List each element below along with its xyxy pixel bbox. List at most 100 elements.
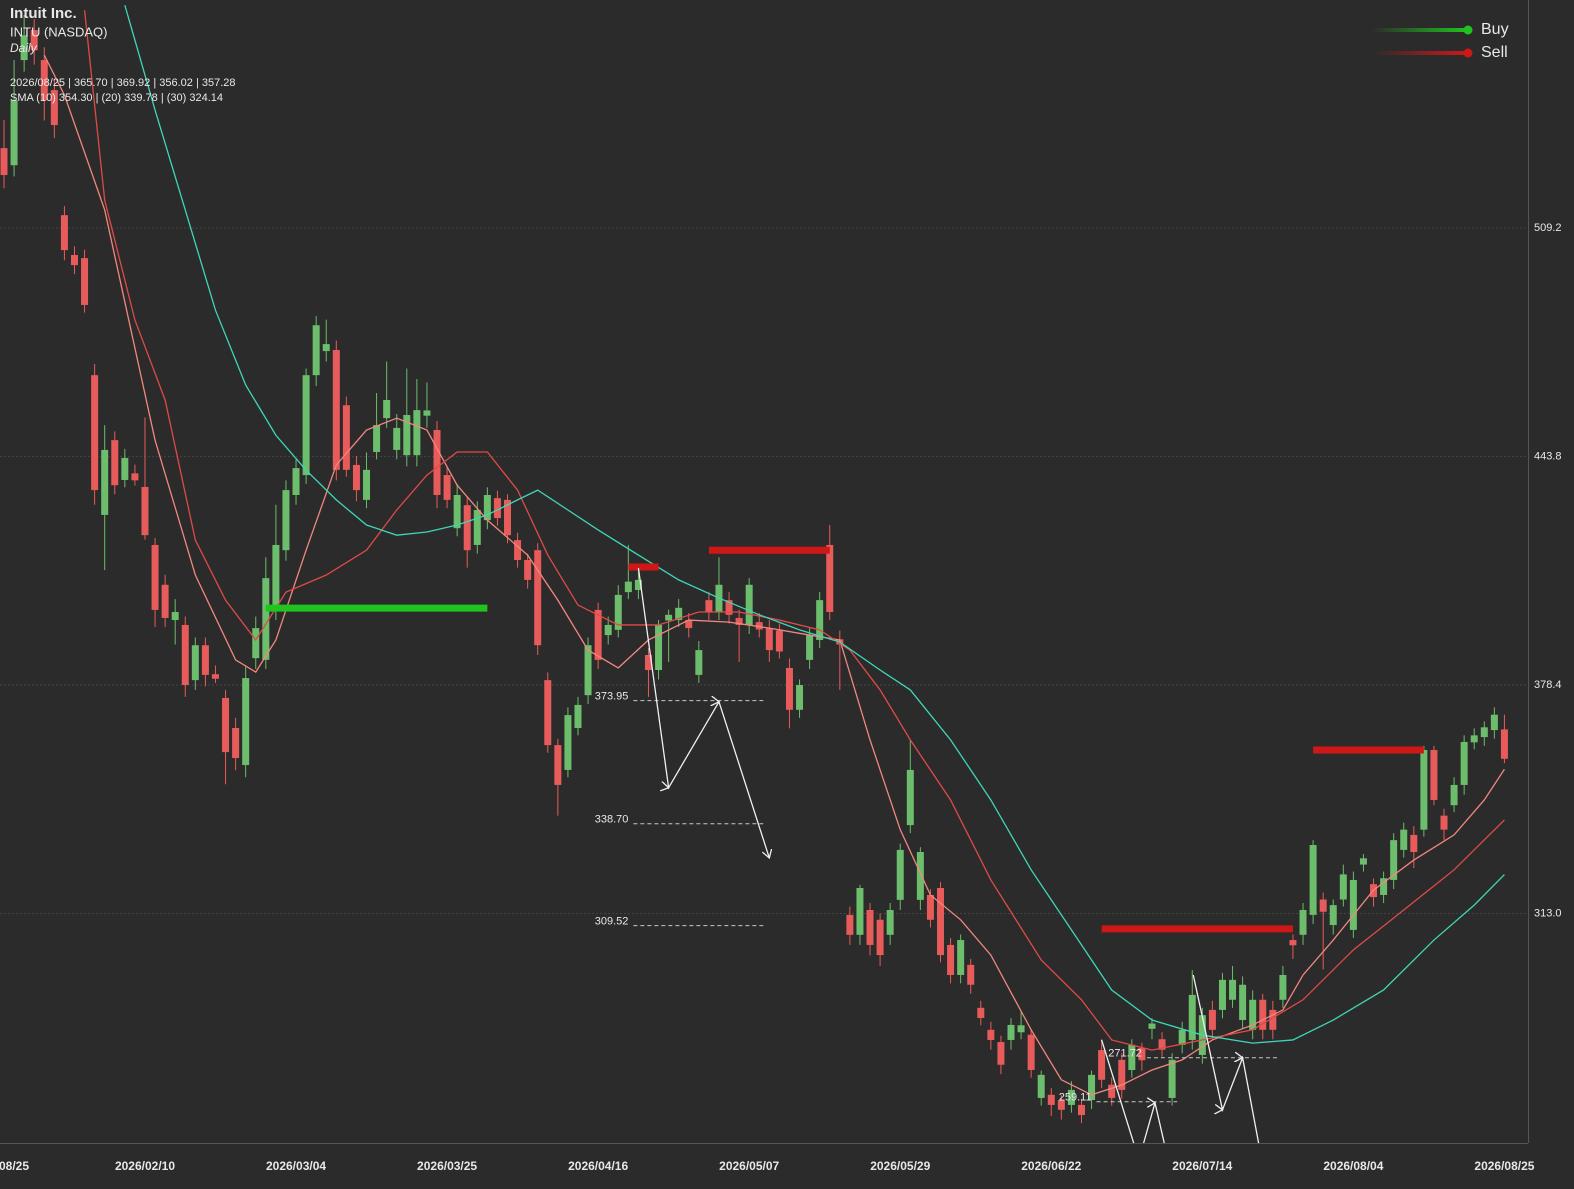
projection-arrow [637,567,769,858]
candle-body [1500,729,1508,759]
candle-body [896,849,904,900]
candle-body [161,584,169,618]
candle-body [624,581,632,593]
legend-line [1372,51,1468,55]
candle-body [121,457,129,480]
candle-body [1299,909,1307,935]
grid [0,227,1528,914]
candle-body [1168,1059,1176,1098]
candle-body [1239,984,1247,1021]
level-label: 373.95 [595,690,629,702]
y-tick-label: 509.2 [1534,222,1562,234]
candle-body [222,697,230,753]
candle-body [1077,1104,1085,1116]
candle-body [725,600,733,615]
candle-body [634,579,642,591]
candle-body [1208,1009,1216,1030]
sma-line [83,10,1505,1051]
x-tick-label: 2026/03/25 [417,1159,477,1173]
candle-body [81,258,89,305]
candle-body [111,440,119,486]
candle-body [806,635,814,660]
y-tick-label: 313.0 [1534,907,1562,919]
candle-body [554,745,562,785]
candle-body [1339,874,1347,900]
candle-body [433,430,441,495]
candle-body [1349,879,1357,930]
candle-body [302,375,310,476]
candle-body [765,628,773,651]
candle-body [866,909,874,945]
candle-body [423,410,431,416]
candle-body [252,628,260,659]
candle-body [272,544,280,610]
candle-body [0,148,8,176]
candle-body [30,30,38,51]
x-tick-label: 2026/08/25 [1474,1159,1534,1173]
candle-body [151,544,159,610]
candle-body [473,510,481,545]
candle-body [141,486,149,536]
candle-body [1027,1034,1035,1070]
candle-body [171,612,179,621]
interval: Daily [10,41,38,55]
candle-body [947,944,955,975]
candle-body [826,544,834,613]
sma-info: SMA (10) 354.30 | (20) 339.78 | (30) 324… [10,92,223,104]
candle-body [785,667,793,710]
candle-body [282,490,290,551]
candle-body [1218,979,1226,1010]
candle-body [1158,1039,1166,1050]
level-label: 259.11 [1059,1092,1092,1104]
candle-body [60,215,68,251]
candle-body [755,622,763,630]
candle-body [312,325,320,376]
candle-body [1249,999,1257,1030]
candle-body [1067,1089,1075,1105]
candle-body [443,475,451,500]
candle-body [1450,784,1458,806]
candle-body [1188,994,1196,1040]
candle-body [1108,1084,1116,1098]
candle-body [1229,979,1237,1000]
candle-body [987,1029,995,1040]
candle-body [1319,899,1327,912]
chart-subtitle: INTU (NASDAQ) [10,24,108,39]
x-tick-label: 2026/02/10 [115,1159,175,1173]
candle-body [1309,845,1317,915]
candle-body [393,427,401,450]
candle-body [735,617,743,625]
x-tick-label: 2026/03/04 [266,1159,326,1173]
candle-body [483,494,491,521]
level-label: 338.70 [595,814,629,826]
candle-body [292,468,300,495]
candle-body [1148,1023,1156,1029]
x-tick-label: 2026/06/22 [1021,1159,1081,1173]
candle-body [1359,858,1367,865]
candle-body [1390,840,1398,880]
candle-body [1118,1059,1126,1090]
candle-body [1057,1100,1065,1110]
candle-body [363,469,371,500]
candle-body [262,578,270,660]
y-tick-label: 443.8 [1534,450,1562,462]
candle-body [604,624,612,636]
candle-body [383,399,391,419]
candle-body [916,852,924,900]
candle-body [70,255,78,266]
candle-body [886,909,894,935]
candle-body [463,505,471,551]
level-label: 309.52 [595,916,629,928]
x-tick-label: 2026/08/04 [1323,1159,1383,1173]
candle-body [594,609,602,660]
candle-body [514,540,522,560]
candle-body [40,60,48,101]
candle-body [1037,1074,1045,1098]
candle-body [957,940,965,975]
candle-body [1138,1047,1146,1061]
overlay: 313.0 378.4 443.8 509.2 08/25 2026/02/10 2026/… [0,21,1562,1173]
candle-body [322,344,330,352]
candle-body [685,620,693,629]
